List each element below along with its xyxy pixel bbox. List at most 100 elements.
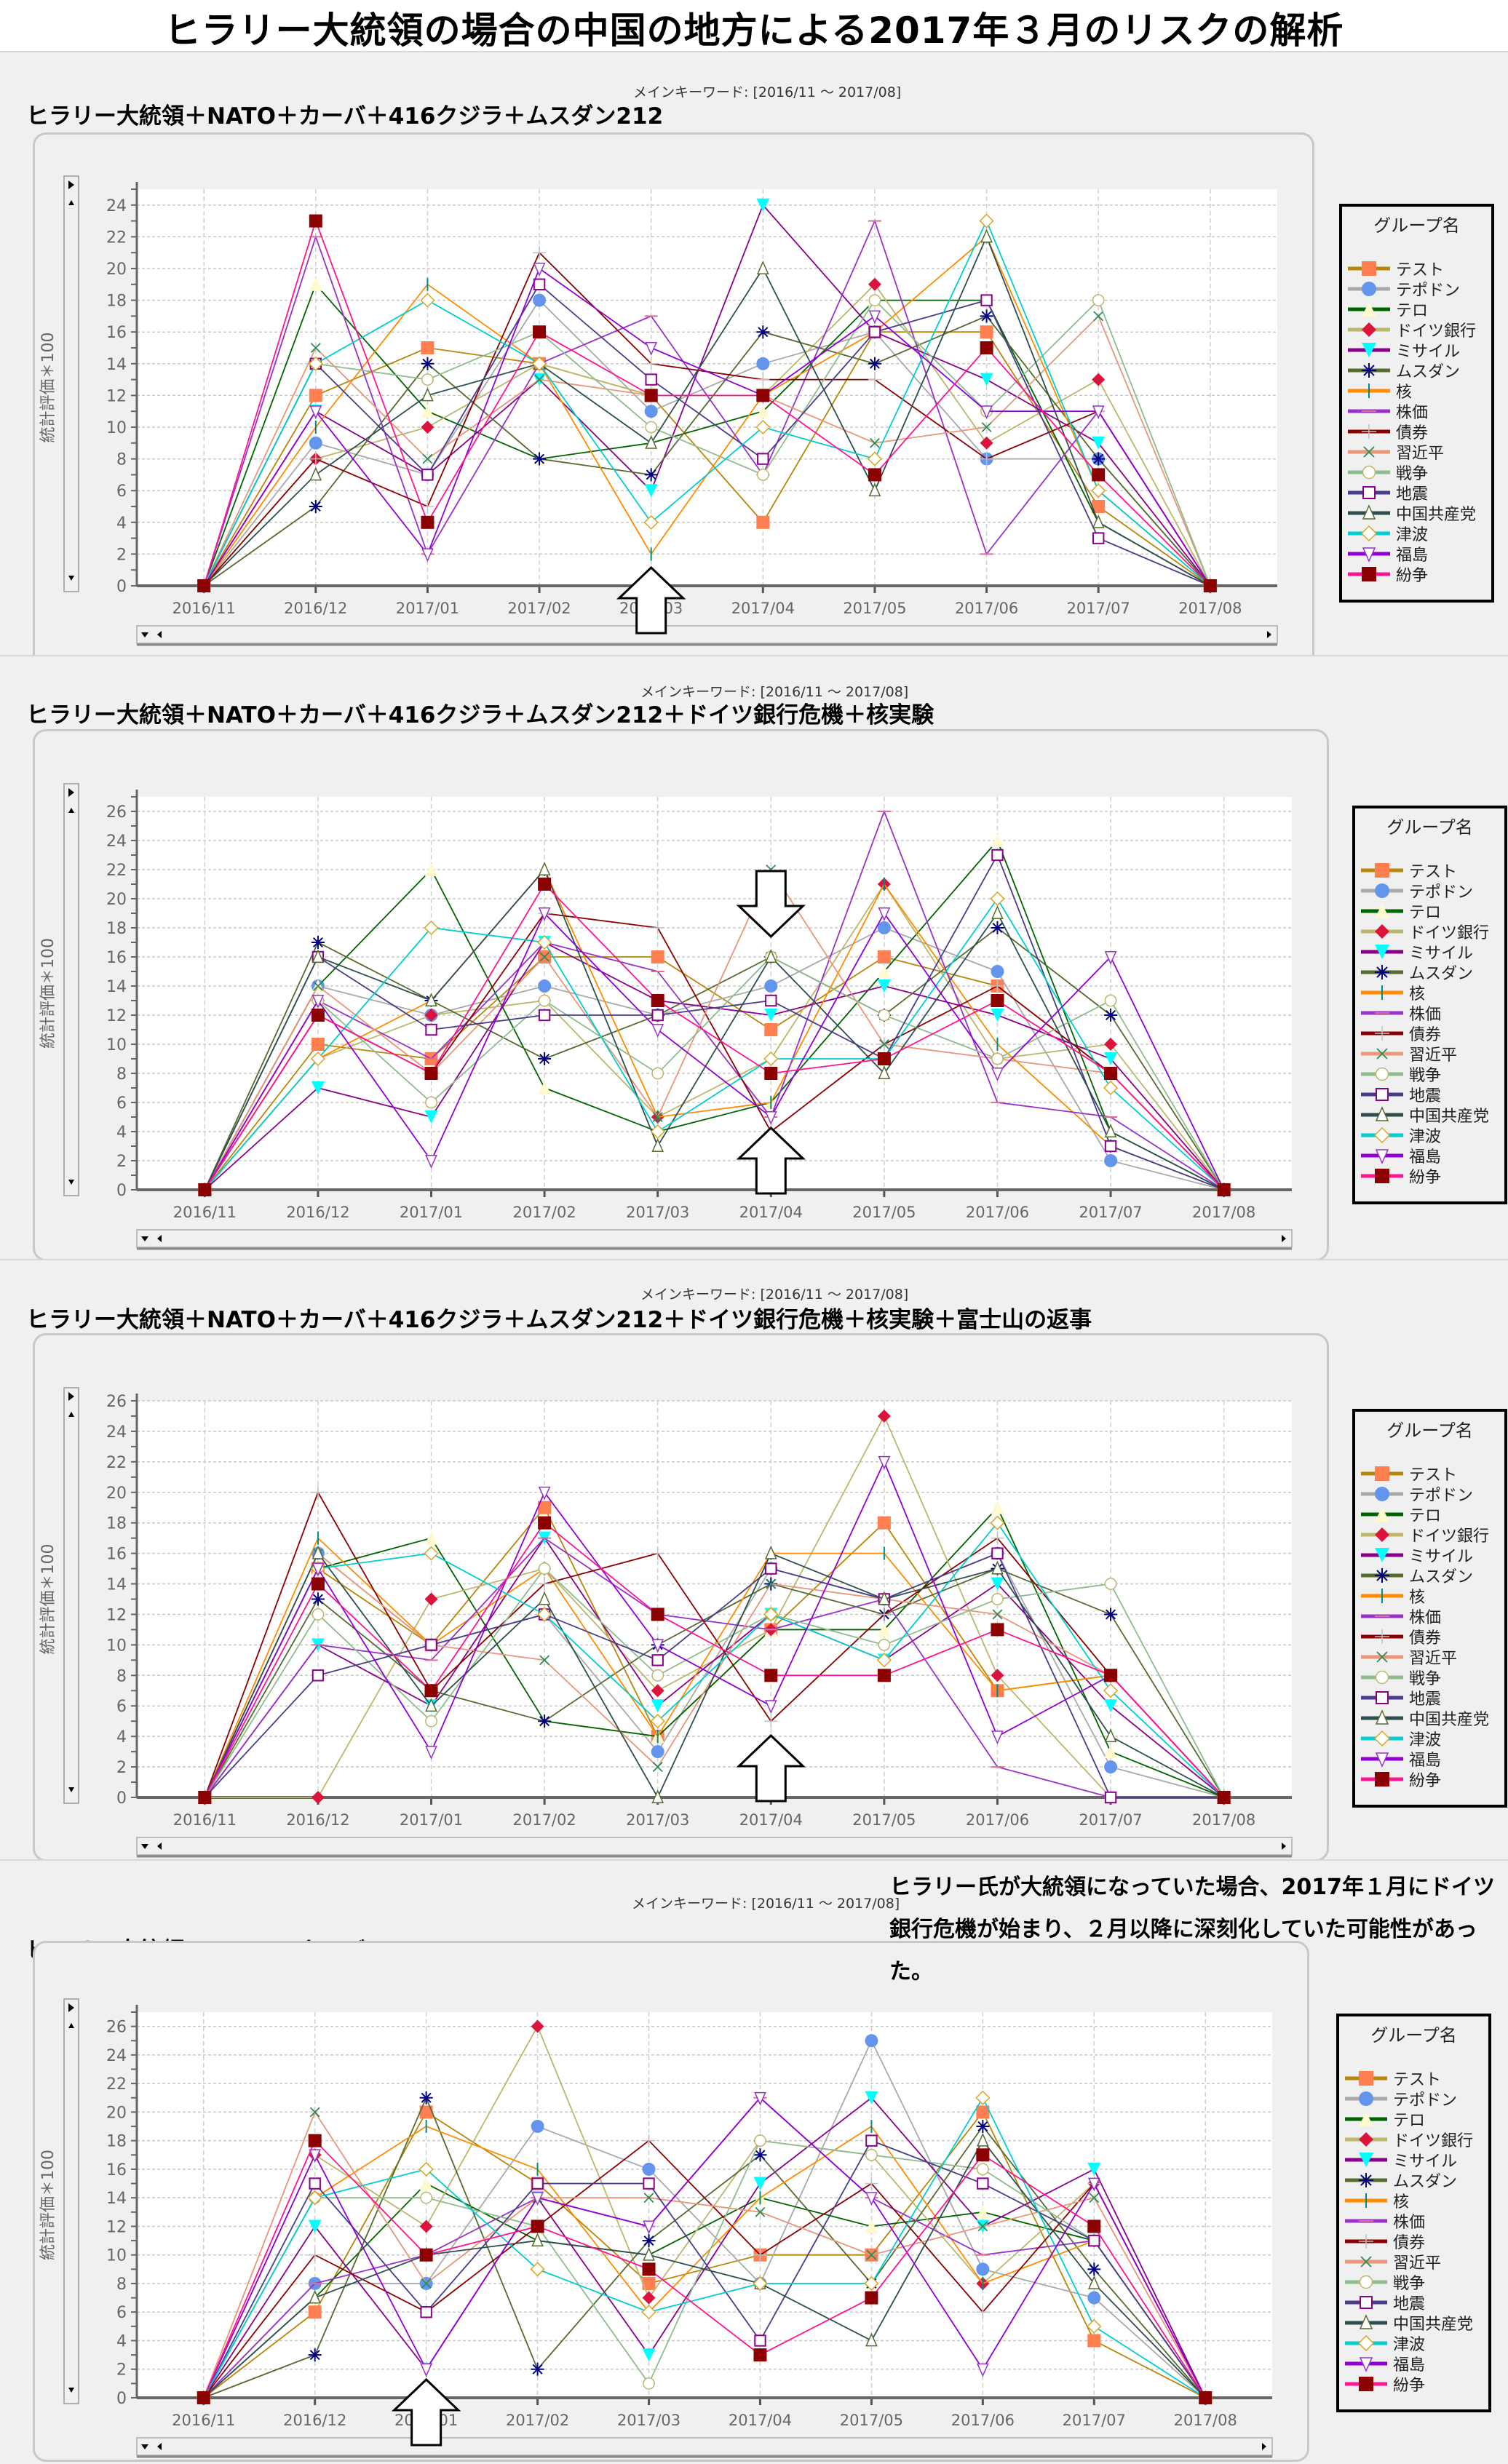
legend-item[interactable]: 習近平 bbox=[1342, 442, 1491, 463]
vertical-scrollbar[interactable] bbox=[63, 175, 79, 592]
scroll-down-icon[interactable] bbox=[68, 576, 74, 581]
legend-item[interactable]: ドイツ銀行 bbox=[1355, 921, 1504, 942]
legend-item[interactable]: ドイツ銀行 bbox=[1342, 319, 1491, 341]
legend-item[interactable]: 津波 bbox=[1355, 1125, 1504, 1146]
vertical-scrollbar[interactable] bbox=[63, 783, 79, 1196]
legend-item[interactable]: 株価 bbox=[1339, 2211, 1488, 2232]
legend-item[interactable]: 株価 bbox=[1355, 1003, 1504, 1024]
scroll-left-icon[interactable] bbox=[157, 1843, 162, 1850]
scroll-up-icon[interactable] bbox=[68, 1412, 74, 1417]
legend-item[interactable]: テスト bbox=[1339, 2068, 1488, 2089]
legend-item[interactable]: 紛争 bbox=[1355, 1166, 1504, 1187]
horizontal-scrollbar[interactable] bbox=[136, 2437, 1273, 2456]
legend-item[interactable]: 戦争 bbox=[1355, 1667, 1504, 1688]
legend-item[interactable]: 株価 bbox=[1342, 401, 1491, 422]
legend-item[interactable]: 地震 bbox=[1355, 1084, 1504, 1105]
vertical-scrollbar[interactable] bbox=[63, 1998, 79, 2404]
scroll-right-icon[interactable] bbox=[68, 788, 74, 797]
legend-item[interactable]: 習近平 bbox=[1355, 1647, 1504, 1668]
legend-item[interactable]: ムスダン bbox=[1342, 360, 1491, 381]
scroll-right-icon[interactable] bbox=[1262, 2443, 1266, 2450]
legend-item[interactable]: ムスダン bbox=[1355, 1565, 1504, 1586]
scroll-right-icon[interactable] bbox=[1267, 631, 1271, 638]
scroll-right-icon[interactable] bbox=[68, 180, 74, 189]
legend-item[interactable]: ドイツ銀行 bbox=[1339, 2129, 1488, 2150]
legend-item[interactable]: テロ bbox=[1339, 2109, 1488, 2130]
data-point bbox=[651, 1639, 664, 1653]
scroll-left-icon[interactable] bbox=[157, 2443, 162, 2450]
legend-item[interactable]: 債券 bbox=[1342, 421, 1491, 442]
legend-item[interactable]: 中国共産党 bbox=[1339, 2313, 1488, 2334]
legend-item[interactable]: 債券 bbox=[1339, 2231, 1488, 2252]
scroll-left-icon[interactable] bbox=[157, 631, 162, 638]
scroll-right-icon[interactable] bbox=[1282, 1843, 1286, 1850]
legend-item[interactable]: テポドン bbox=[1342, 279, 1491, 300]
legend-item[interactable]: 福島 bbox=[1339, 2353, 1488, 2374]
legend-item[interactable]: 中国共産党 bbox=[1355, 1105, 1504, 1126]
legend-item[interactable]: ムスダン bbox=[1339, 2170, 1488, 2191]
legend-item[interactable]: ミサイル bbox=[1342, 340, 1491, 361]
up-arrow-icon bbox=[616, 565, 686, 635]
legend-item[interactable]: 福島 bbox=[1342, 544, 1491, 565]
legend-item[interactable]: 債券 bbox=[1355, 1023, 1504, 1044]
legend-item[interactable]: 中国共産党 bbox=[1342, 503, 1491, 524]
scroll-up-icon[interactable] bbox=[68, 2023, 74, 2028]
scroll-down-icon[interactable] bbox=[141, 2444, 148, 2449]
legend-item[interactable]: テポドン bbox=[1339, 2089, 1488, 2110]
scroll-left-icon[interactable] bbox=[157, 1235, 162, 1242]
legend-item[interactable]: 戦争 bbox=[1342, 462, 1491, 483]
legend-item[interactable]: 中国共産党 bbox=[1355, 1708, 1504, 1729]
legend-label: 津波 bbox=[1396, 526, 1429, 544]
horizontal-scrollbar[interactable] bbox=[136, 625, 1278, 644]
scroll-right-icon[interactable] bbox=[68, 1392, 74, 1401]
legend-item[interactable]: 津波 bbox=[1339, 2333, 1488, 2354]
scroll-up-icon[interactable] bbox=[68, 808, 74, 813]
legend-item[interactable]: テロ bbox=[1342, 299, 1491, 320]
scroll-down-icon[interactable] bbox=[68, 2388, 74, 2393]
legend-item[interactable]: テロ bbox=[1355, 901, 1504, 922]
legend-item[interactable]: ミサイル bbox=[1355, 942, 1504, 963]
scroll-up-icon[interactable] bbox=[68, 200, 74, 205]
scroll-right-icon[interactable] bbox=[1282, 1235, 1286, 1242]
horizontal-scrollbar[interactable] bbox=[136, 1837, 1293, 1856]
legend-item[interactable]: 債券 bbox=[1355, 1626, 1504, 1648]
legend-item[interactable]: 津波 bbox=[1355, 1728, 1504, 1749]
legend-item[interactable]: 戦争 bbox=[1355, 1064, 1504, 1085]
legend-item[interactable]: ミサイル bbox=[1355, 1545, 1504, 1566]
legend-item[interactable]: 核 bbox=[1355, 982, 1504, 1004]
scroll-down-icon[interactable] bbox=[141, 632, 148, 637]
scroll-down-icon[interactable] bbox=[68, 1180, 74, 1185]
legend-item[interactable]: ミサイル bbox=[1339, 2150, 1488, 2171]
scroll-down-icon[interactable] bbox=[68, 1787, 74, 1792]
vertical-scrollbar[interactable] bbox=[63, 1387, 79, 1804]
legend-item[interactable]: 紛争 bbox=[1339, 2374, 1488, 2395]
legend-item[interactable]: テロ bbox=[1355, 1504, 1504, 1525]
horizontal-scrollbar[interactable] bbox=[136, 1229, 1293, 1248]
legend-item[interactable]: テポドン bbox=[1355, 1484, 1504, 1505]
legend-item[interactable]: 福島 bbox=[1355, 1145, 1504, 1167]
legend-item[interactable]: 核 bbox=[1339, 2190, 1488, 2211]
legend-item[interactable]: 核 bbox=[1342, 381, 1491, 402]
legend-item[interactable]: 地震 bbox=[1339, 2292, 1488, 2313]
legend-item[interactable]: 株価 bbox=[1355, 1606, 1504, 1627]
scroll-down-icon[interactable] bbox=[141, 1844, 148, 1849]
legend-item[interactable]: テスト bbox=[1342, 258, 1491, 279]
legend-item[interactable]: テスト bbox=[1355, 860, 1504, 881]
legend-item[interactable]: 戦争 bbox=[1339, 2272, 1488, 2293]
scroll-down-icon[interactable] bbox=[141, 1236, 148, 1241]
y-tick-label: 2 bbox=[116, 2361, 127, 2380]
legend-item[interactable]: 習近平 bbox=[1339, 2252, 1488, 2273]
legend-item[interactable]: 紛争 bbox=[1355, 1769, 1504, 1790]
legend-item[interactable]: ドイツ銀行 bbox=[1355, 1525, 1504, 1546]
legend-item[interactable]: 福島 bbox=[1355, 1749, 1504, 1770]
legend-item[interactable]: テポドン bbox=[1355, 881, 1504, 902]
legend-item[interactable]: 習近平 bbox=[1355, 1044, 1504, 1065]
legend-item[interactable]: 津波 bbox=[1342, 523, 1491, 544]
legend-item[interactable]: 紛争 bbox=[1342, 564, 1491, 585]
legend-item[interactable]: 地震 bbox=[1355, 1688, 1504, 1709]
legend-item[interactable]: テスト bbox=[1355, 1463, 1504, 1485]
scroll-right-icon[interactable] bbox=[68, 2003, 74, 2012]
legend-item[interactable]: 地震 bbox=[1342, 482, 1491, 504]
legend-item[interactable]: 核 bbox=[1355, 1586, 1504, 1607]
legend-item[interactable]: ムスダン bbox=[1355, 962, 1504, 983]
